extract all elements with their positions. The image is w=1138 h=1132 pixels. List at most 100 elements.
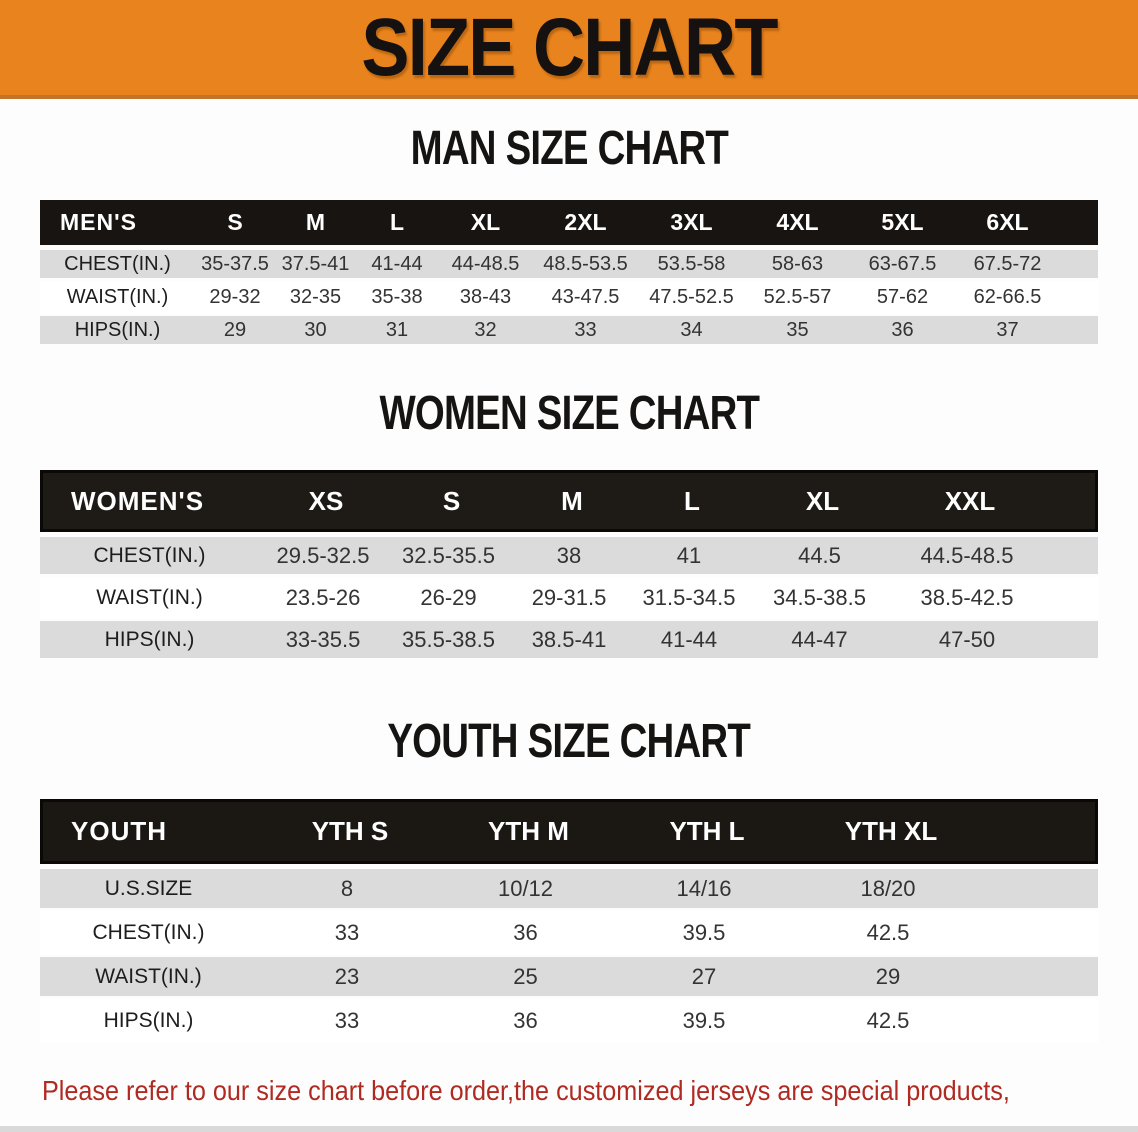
cell-value: 52.5-57 [763,286,832,308]
women-header-size: XL [805,485,840,516]
cell-value: 33 [574,318,597,341]
cell-value: 34 [680,318,703,341]
table-row: HIPS(IN.) 33-35.5 35.5-38.5 38.5-41 41-4… [40,619,1098,661]
row-label: WAIST(IN.) [96,586,203,609]
cell-value: 29-32 [209,286,261,308]
table-row: WAIST(IN.) 23.5-26 26-29 29-31.5 31.5-34… [40,577,1098,619]
banner-title: SIZE CHART [361,1,778,93]
cell-value: 29-31.5 [531,585,607,610]
row-label: HIPS(IN.) [104,627,195,651]
men-heading-text: MAN SIZE CHART [410,122,728,175]
men-header-size: 4XL [776,209,819,235]
cell-value: 29 [223,318,247,341]
row-label: WAIST(IN.) [66,286,169,308]
table-row: HIPS(IN.) 33 36 39.5 42.5 [40,999,1098,1043]
men-table-header-row: MEN'S S M L XL 2XL 3XL 4XL 5XL 6XL [40,200,1098,245]
men-header-size: S [227,209,243,235]
youth-header-label: YOUTH [71,816,167,846]
cell-value: 10/12 [497,875,554,901]
cell-value: 35 [786,318,809,341]
cell-value: 43-47.5 [551,286,620,308]
cell-value: 34.5-38.5 [773,585,866,610]
cell-value: 33 [334,1008,360,1033]
cell-value: 32-35 [289,286,342,308]
row-label: WAIST(IN.) [95,964,202,988]
men-header-size: 6XL [986,209,1029,235]
youth-header-size: YTH M [488,816,569,846]
cell-value: 23 [334,963,360,989]
women-heading: WOMEN SIZE CHART [0,389,1138,447]
table-row: CHEST(IN.) 33 36 39.5 42.5 [40,911,1098,955]
cell-value: 23.5-26 [285,585,361,610]
cell-value: 57-62 [876,286,929,308]
cell-value: 33-35.5 [285,626,361,652]
cell-value: 48.5-53.5 [543,252,628,275]
youth-header-size: YTH S [311,816,389,846]
cell-value: 53.5-58 [657,252,726,275]
cell-value: 44-48.5 [451,252,520,275]
youth-table-header-row: YOUTH YTH S YTH M YTH L YTH XL [40,799,1098,864]
cell-value: 37 [996,318,1019,341]
cell-value: 41 [676,542,702,568]
cell-value: 41-44 [660,626,718,652]
row-label: U.S.SIZE [104,876,193,900]
table-row: WAIST(IN.) 29-32 32-35 35-38 38-43 43-47… [40,281,1098,314]
youth-header-size: YTH L [669,816,745,846]
row-label: HIPS(IN.) [74,318,161,341]
women-table: WOMEN'S XS S M L XL XXL CHEST(IN.) 29.5-… [40,470,1098,661]
disclaimer-text: Please refer to our size chart before or… [42,1075,1010,1106]
cell-value: 33 [334,920,360,945]
cell-value: 44-47 [791,626,848,652]
cell-value: 32 [474,318,497,341]
cell-value: 38.5-42.5 [920,585,1014,610]
men-header-size: L [389,209,405,235]
bottom-edge-strip [0,1126,1138,1132]
cell-value: 44.5-48.5 [920,542,1014,568]
youth-heading-text: YOUTH SIZE CHART [387,715,751,768]
men-section: MAN SIZE CHART MEN'S S M L XL 2XL 3XL 4X… [0,124,1138,347]
women-header-size: XXL [944,485,996,516]
cell-value: 47-50 [938,626,996,652]
cell-value: 35-37.5 [201,252,269,275]
men-header-label: MEN'S [60,209,137,235]
table-row: CHEST(IN.) 35-37.5 37.5-41 41-44 44-48.5… [40,248,1098,281]
cell-value: 36 [891,318,914,341]
cell-value: 35.5-38.5 [402,626,495,652]
table-row: U.S.SIZE 8 10/12 14/16 18/20 [40,867,1098,911]
cell-value: 58-63 [771,252,824,275]
cell-value: 18/20 [860,875,916,901]
women-table-header-row: WOMEN'S XS S M L XL XXL [40,470,1098,532]
cell-value: 31 [385,318,409,341]
men-heading: MAN SIZE CHART [0,124,1138,182]
disclaimer-line-1: Please refer to our size chart before or… [42,1069,1138,1118]
banner: SIZE CHART [0,0,1138,99]
women-header-size: M [561,485,583,516]
cell-value: 26-29 [420,585,477,610]
cell-value: 37.5-41 [281,252,350,275]
youth-section: YOUTH SIZE CHART YOUTH YTH S YTH M YTH L… [0,717,1138,1043]
men-header-size: 5XL [881,209,924,235]
cell-value: 38.5-41 [531,626,607,652]
women-header-size: L [684,485,700,516]
cell-value: 47.5-52.5 [649,286,734,308]
men-header-size: 2XL [564,209,607,235]
cell-value: 36 [513,920,538,945]
men-header-size: 3XL [670,209,713,235]
cell-value: 42.5 [866,1008,910,1033]
row-label: CHEST(IN.) [92,921,205,944]
cell-value: 25 [513,963,538,989]
cell-value: 38-43 [459,286,512,308]
cell-value: 63-67.5 [868,252,937,275]
cell-value: 31.5-34.5 [642,585,736,610]
women-header-size: S [442,485,461,516]
youth-table: YOUTH YTH S YTH M YTH L YTH XL U.S.SIZE … [40,799,1098,1043]
cell-value: 29.5-32.5 [276,542,370,568]
disclaimer: Please refer to our size chart before or… [42,1069,1138,1132]
cell-value: 39.5 [682,920,726,945]
women-heading-text: WOMEN SIZE CHART [379,387,760,440]
cell-value: 38 [556,542,582,568]
row-label: CHEST(IN.) [93,543,206,567]
youth-heading: YOUTH SIZE CHART [0,717,1138,775]
cell-value: 8 [340,875,354,901]
